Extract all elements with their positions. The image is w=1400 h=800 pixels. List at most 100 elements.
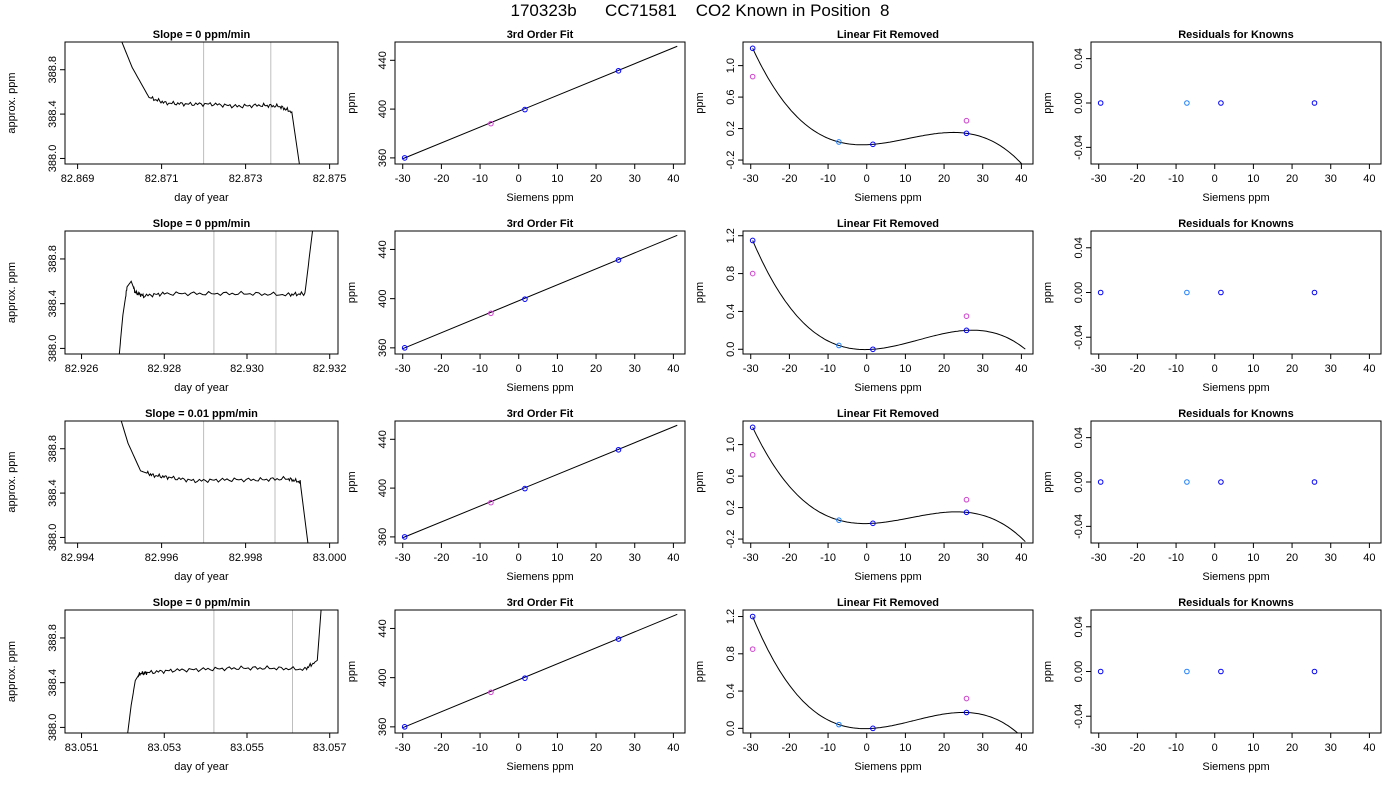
x-tick-label: 30 (977, 552, 989, 564)
y-tick-label: 0.8 (725, 646, 737, 661)
x-tick-label: 30 (977, 742, 989, 754)
y-tick-label: 440 (377, 240, 389, 258)
panel-title: Linear Fit Removed (837, 218, 939, 230)
fit-curve (752, 616, 1019, 733)
x-tick-label: -30 (743, 173, 759, 185)
reference-point (963, 695, 970, 702)
x-tick-label: 10 (899, 363, 911, 375)
data-point (749, 45, 756, 52)
panel-title: Linear Fit Removed (837, 408, 939, 420)
plot-frame (1090, 230, 1382, 355)
y-axis-label: approx. ppm (6, 451, 18, 512)
y-tick-label: 0.00 (1073, 92, 1085, 113)
x-tick-label: -20 (433, 173, 449, 185)
x-tick-label: 10 (551, 173, 563, 185)
y-axis-label: ppm (1042, 282, 1054, 303)
x-tick-label: 10 (1247, 552, 1259, 564)
plot-area (1097, 289, 1318, 296)
y-tick-label: 388.8 (47, 624, 59, 652)
reference-point (749, 270, 756, 277)
fit-curve (752, 48, 1023, 164)
x-tick-label: 82.996 (145, 552, 179, 564)
x-tick-label: -10 (1168, 552, 1184, 564)
x-tick-label: 0 (864, 363, 870, 375)
x-tick-label: -30 (395, 363, 411, 375)
data-point (836, 721, 842, 728)
x-tick-label: 40 (1363, 173, 1375, 185)
x-tick-label: 82.994 (61, 552, 95, 564)
panel-2-4: Residuals for Knowns -30 -20 -10 0 10 20 30 40 -0… (1042, 218, 1382, 394)
x-tick-label: 40 (1015, 742, 1027, 754)
x-tick-label: 82.998 (229, 552, 263, 564)
plot-frame (64, 420, 339, 544)
x-tick-label: -30 (743, 363, 759, 375)
y-tick-label: 0.04 (1073, 616, 1085, 637)
x-axis-label: day of year (174, 192, 229, 204)
y-tick-label: 0.00 (1073, 282, 1085, 303)
reference-point (749, 73, 756, 80)
data-point (870, 725, 876, 732)
ppm-trace (118, 231, 314, 354)
x-axis-label: Siemens ppm (854, 571, 921, 583)
y-tick-label: 388.8 (47, 435, 59, 463)
plot-area (749, 613, 1019, 733)
plot-frame (1090, 609, 1382, 734)
x-tick-label: -30 (395, 173, 411, 185)
figure-title: 170323b CC71581 CO2 Known in Position 8 (510, 1, 890, 20)
fit-line (402, 424, 678, 539)
x-axis-label: day of year (174, 761, 229, 773)
data-point (963, 709, 970, 716)
data-point (615, 636, 622, 642)
fit-line (402, 234, 678, 350)
x-tick-label: 0 (1212, 363, 1218, 375)
data-point (1218, 100, 1224, 106)
x-tick-label: -10 (820, 552, 836, 564)
y-tick-label: 0.6 (725, 89, 737, 104)
x-tick-label: 82.930 (230, 363, 264, 375)
x-tick-label: 83.057 (313, 742, 347, 754)
plot-area (401, 613, 678, 730)
fit-line (402, 45, 678, 160)
data-point (749, 613, 756, 620)
plot-area (749, 424, 1026, 543)
y-tick-label: 360 (377, 339, 389, 357)
y-tick-label: -0.04 (1073, 704, 1085, 729)
x-tick-label: -10 (472, 742, 488, 754)
panel-2-3: Linear Fit Removed -30 -20 -10 0 10 20 30 40 0.0 0… (694, 218, 1034, 394)
x-tick-label: 40 (667, 363, 679, 375)
data-point (522, 296, 528, 302)
data-point (1184, 479, 1190, 485)
panel-title: Slope = 0 ppm/min (153, 597, 251, 609)
x-axis-label: day of year (174, 571, 229, 583)
panel-1-1: Slope = 0 ppm/min 82.869 82.871 82.873 82.87… (6, 29, 346, 204)
plot-area (1097, 100, 1318, 106)
y-tick-label: 0.8 (725, 266, 737, 281)
x-tick-label: 0 (864, 552, 870, 564)
x-tick-label: 30 (1325, 173, 1337, 185)
x-tick-label: 83.055 (230, 742, 264, 754)
x-tick-label: 82.928 (147, 363, 181, 375)
plot-area (118, 231, 314, 354)
x-axis-label: Siemens ppm (506, 761, 573, 773)
reference-point (963, 313, 970, 319)
x-tick-label: 30 (629, 363, 641, 375)
y-tick-label: 400 (377, 100, 389, 118)
y-axis-label: approx. ppm (6, 72, 18, 133)
x-tick-label: 30 (977, 363, 989, 375)
y-tick-label: 0.04 (1073, 427, 1085, 448)
data-point (401, 155, 408, 161)
panel-2-2: 3rd Order Fit -30 -20 -10 0 10 20 30 40 360 400 440… (346, 218, 686, 394)
plot-frame (64, 41, 339, 165)
x-tick-label: -10 (1168, 173, 1184, 185)
x-tick-label: -20 (1129, 552, 1145, 564)
x-tick-label: -20 (781, 742, 797, 754)
y-tick-label: -0.04 (1073, 325, 1085, 350)
data-point (615, 67, 622, 74)
plot-frame (394, 41, 686, 165)
data-point (488, 499, 494, 506)
x-tick-label: 20 (938, 173, 950, 185)
x-tick-label: 10 (899, 173, 911, 185)
panel-3-1: Slope = 0.01 ppm/min 82.994 82.996 82.998 83… (6, 408, 346, 583)
y-axis-label: ppm (1042, 92, 1054, 113)
x-tick-label: 82.873 (229, 173, 263, 185)
